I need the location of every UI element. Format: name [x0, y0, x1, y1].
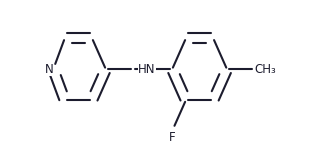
Text: HN: HN [138, 63, 156, 76]
Text: N: N [45, 63, 53, 76]
Text: CH₃: CH₃ [255, 63, 276, 76]
Text: F: F [169, 131, 175, 144]
